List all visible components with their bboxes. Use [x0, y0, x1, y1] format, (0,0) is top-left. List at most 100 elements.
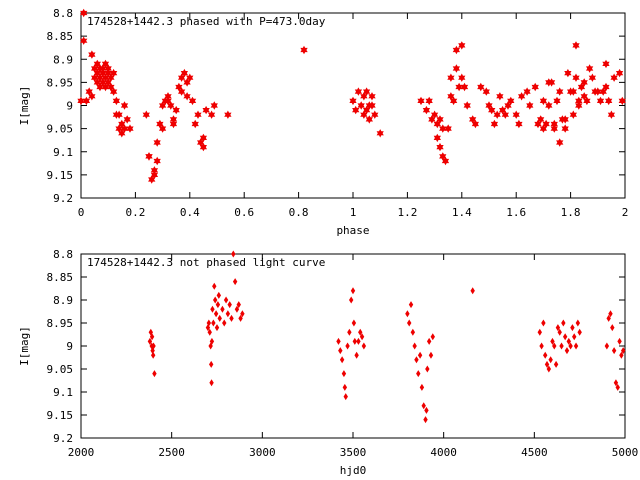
data-point-phased: [101, 73, 110, 82]
y-tick-label-unphased: 8.85: [47, 271, 74, 284]
y-axis-label-phased: I[mag]: [18, 86, 31, 126]
data-point-phased: [210, 101, 218, 110]
data-point-phased: [82, 96, 91, 106]
data-point-unphased: [238, 314, 243, 322]
chart-title-phased: 174528+1442.3 phased with P=473.0day: [87, 15, 326, 28]
x-tick-label-phased: 2: [622, 206, 629, 219]
data-point-phased: [360, 110, 368, 119]
data-point-phased: [499, 105, 507, 115]
data-point-unphased: [620, 347, 626, 355]
data-point-unphased: [572, 333, 577, 341]
data-point-unphased: [543, 351, 548, 359]
x-tick-label-phased: 0.8: [289, 206, 309, 219]
x-axis-label-unphased: hjd0: [340, 464, 367, 477]
data-point-phased: [523, 87, 531, 96]
data-point-phased: [512, 110, 520, 119]
data-point-unphased: [606, 314, 611, 322]
data-point-phased: [433, 133, 441, 143]
data-point-unphased: [430, 333, 435, 341]
data-point-unphased: [577, 328, 582, 336]
data-point-unphased: [544, 360, 550, 368]
data-point-phased: [575, 96, 583, 106]
data-point-unphased: [212, 282, 217, 290]
y-tick-label-phased: 9.2: [53, 192, 73, 205]
x-tick-label-unphased: 2500: [158, 446, 185, 459]
data-point-phased: [531, 82, 539, 92]
data-point-phased: [180, 68, 188, 78]
data-point-phased: [537, 115, 545, 124]
data-point-phased: [422, 105, 431, 115]
data-point-phased: [169, 115, 178, 124]
data-point-unphased: [225, 310, 231, 318]
data-point-phased: [436, 142, 444, 152]
y-tick-label-unphased: 9.15: [47, 409, 74, 422]
data-point-phased: [167, 101, 175, 110]
data-point-unphased: [619, 351, 624, 359]
data-point-phased: [120, 101, 129, 110]
data-point-unphased: [356, 337, 361, 345]
x-tick-label-unphased: 3500: [340, 446, 367, 459]
data-point-unphased: [215, 301, 221, 309]
data-point-phased: [444, 124, 452, 133]
y-tick-label-phased: 8.85: [47, 30, 74, 43]
data-point-unphased: [358, 328, 363, 336]
data-point-unphased: [231, 250, 236, 258]
data-point-phased: [360, 92, 368, 101]
data-point-unphased: [149, 333, 155, 341]
y-tick-label-unphased: 9.05: [47, 363, 74, 376]
data-point-phased: [615, 68, 624, 78]
data-point-unphased: [343, 393, 348, 401]
y-tick-label-phased: 8.95: [47, 76, 74, 89]
data-point-unphased: [470, 287, 475, 295]
x-tick-label-unphased: 2000: [68, 446, 95, 459]
data-point-phased: [178, 73, 186, 82]
y-tick-label-unphased: 8.8: [53, 248, 73, 261]
data-point-phased: [425, 96, 433, 106]
data-point-unphased: [610, 324, 615, 332]
data-point-unphased: [426, 337, 432, 345]
data-point-phased: [496, 92, 504, 101]
data-point-phased: [441, 156, 450, 166]
data-point-phased: [357, 101, 365, 110]
data-point-unphased: [232, 278, 238, 286]
data-point-phased: [539, 96, 547, 106]
data-point-unphased: [152, 370, 157, 378]
data-point-phased: [194, 110, 202, 119]
data-point-phased: [477, 82, 485, 92]
y-tick-label-phased: 9: [66, 100, 73, 113]
data-point-unphased: [348, 296, 354, 304]
data-point-phased: [365, 115, 373, 124]
data-point-unphased: [407, 319, 412, 327]
chart-title-unphased: 174528+1442.3 not phased light curve: [87, 256, 325, 269]
x-tick-label-unphased: 5000: [612, 446, 639, 459]
data-point-unphased: [424, 406, 429, 414]
data-point-phased: [460, 82, 469, 92]
data-point-unphased: [410, 328, 416, 336]
data-point-unphased: [604, 342, 610, 350]
data-point-phased: [572, 73, 580, 82]
data-point-phased: [482, 87, 490, 96]
data-point-unphased: [345, 342, 350, 350]
data-point-phased: [199, 142, 207, 152]
data-point-unphased: [216, 291, 222, 299]
data-point-unphased: [151, 342, 156, 350]
data-point-unphased: [570, 324, 575, 332]
data-point-unphased: [539, 342, 544, 350]
y-tick-label-phased: 9.15: [47, 169, 74, 182]
data-point-phased: [428, 115, 436, 124]
data-point-phased: [556, 87, 564, 96]
data-point-phased: [169, 119, 178, 129]
data-point-phased: [605, 96, 613, 106]
x-tick-label-unphased: 3000: [249, 446, 276, 459]
data-point-unphased: [354, 351, 359, 359]
y-tick-label-unphased: 8.95: [47, 317, 74, 330]
data-point-phased: [123, 115, 131, 124]
data-point-phased: [202, 105, 210, 115]
data-point-phased: [463, 101, 471, 110]
data-point-phased: [80, 8, 88, 18]
data-point-unphased: [408, 301, 414, 309]
data-point-unphased: [234, 305, 240, 313]
data-point-unphased: [564, 347, 570, 355]
data-point-phased: [490, 119, 499, 129]
